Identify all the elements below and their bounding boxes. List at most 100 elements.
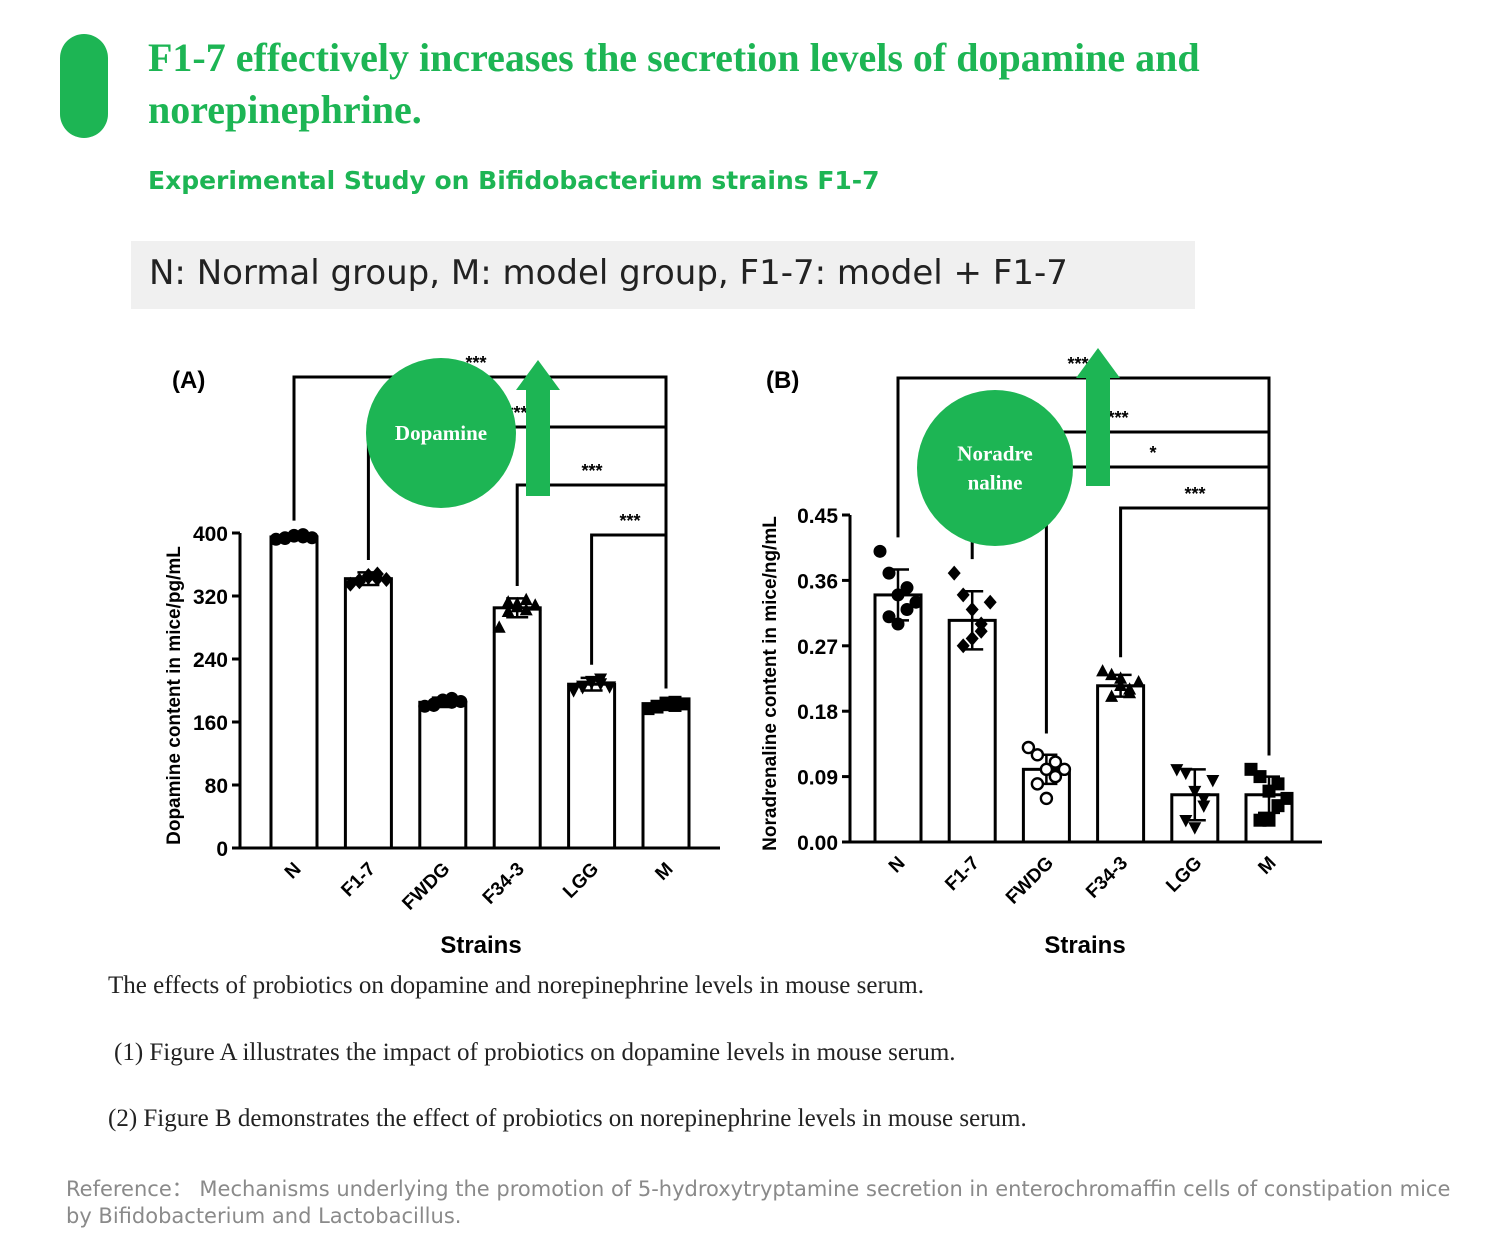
x-tick-label-b: F1-7 (941, 853, 983, 895)
y-tick-label-a: 320 (193, 586, 228, 609)
data-point-a (603, 681, 617, 694)
data-point-b (974, 623, 988, 639)
y-axis-title-b: Noradrenaline content in mice/ng/mL (760, 516, 781, 851)
data-point-b (1253, 770, 1267, 784)
data-point-b (1280, 791, 1294, 805)
data-point-a (501, 595, 515, 608)
x-tick-label-a: FWDG (398, 859, 454, 915)
panel-label-a: (A) (172, 367, 205, 394)
data-point-b (909, 595, 923, 609)
data-point-b (983, 594, 997, 610)
data-point-a (352, 574, 366, 590)
y-tick-label-b: 0.36 (797, 570, 838, 593)
data-point-b (1114, 671, 1128, 684)
x-tick-label-a: N (281, 859, 306, 884)
significance-label-a: *** (581, 461, 602, 481)
group-legend-text: N: Normal group, M: model group, F1-7: m… (149, 253, 1068, 293)
x-axis-title-b: Strains (1044, 932, 1125, 959)
data-point-b (891, 617, 905, 631)
badge-label-b: Noradre (957, 442, 1032, 466)
reference-note: Reference： Mechanisms underlying the pro… (66, 1177, 1451, 1228)
data-point-b (1262, 813, 1276, 827)
y-tick-label-a: 400 (193, 523, 228, 546)
bar-a (641, 703, 691, 850)
y-tick-label-b: 0.18 (797, 701, 838, 724)
bar-b (1096, 684, 1146, 844)
data-point-a (370, 571, 384, 587)
x-tick-label-b: F34-3 (1082, 853, 1132, 903)
x-tick-label-a: F34-3 (479, 859, 529, 909)
data-point-b (1132, 674, 1146, 688)
significance-label-b: *** (1184, 484, 1205, 504)
data-point-b (900, 602, 914, 616)
up-arrow-head-a (516, 360, 560, 390)
y-tick-label-b: 0.27 (797, 636, 838, 659)
data-point-a (454, 695, 468, 709)
page-subtitle: Experimental Study on Bifidobacterium st… (148, 166, 880, 195)
bar-a (343, 577, 393, 850)
x-tick-label-b: LGG (1162, 853, 1206, 897)
badge-label-a: Dopamine (395, 421, 487, 445)
data-point-a (594, 678, 608, 691)
significance-bracket-b (1119, 506, 1271, 756)
significance-bracket-b (1044, 465, 1271, 756)
data-point-b (956, 587, 970, 603)
data-point-b (891, 588, 905, 602)
x-tick-label-b: M (1254, 853, 1280, 879)
significance-bracket-a (590, 533, 668, 689)
data-point-b (1030, 748, 1045, 762)
data-point-b (1030, 777, 1045, 791)
data-point-b (1048, 769, 1063, 784)
accent-pill (60, 34, 108, 138)
data-point-b (1271, 777, 1285, 791)
badge-circle-a (366, 358, 516, 508)
data-point-b (965, 601, 979, 617)
bar-a (269, 535, 319, 850)
caption-figure-b: (2) Figure B demonstrates the effect of … (108, 1105, 1027, 1132)
up-arrow-shaft-b (1086, 374, 1110, 486)
data-point-a (305, 531, 319, 545)
x-tick-label-a: M (651, 859, 677, 885)
figure-caption: The effects of probiotics on dopamine an… (108, 972, 924, 999)
data-point-b (873, 544, 887, 558)
data-point-b (1179, 767, 1193, 781)
data-point-a (510, 599, 524, 613)
y-tick-label-a: 80 (205, 775, 228, 798)
data-point-a (677, 697, 691, 711)
y-axis-title-a: Dopamine content in mice/pg/mL (164, 546, 185, 845)
x-tick-label-a: F1-7 (337, 859, 379, 901)
data-point-b (947, 565, 961, 581)
data-point-a (379, 571, 393, 587)
bar-a (567, 682, 617, 850)
significance-label-b: *** (1107, 408, 1128, 428)
data-point-b (1105, 689, 1119, 702)
data-point-b (1096, 664, 1110, 677)
up-arrow-shaft-a (526, 386, 550, 496)
badge-circle-b (917, 390, 1073, 546)
page-title: F1-7 effectively increases the secretion… (148, 35, 1200, 132)
bar-b (947, 618, 997, 844)
y-tick-label-a: 0 (216, 838, 228, 861)
y-tick-label-a: 240 (193, 649, 228, 672)
data-point-b (1057, 762, 1072, 777)
data-point-a (501, 604, 515, 617)
data-point-a (528, 598, 542, 611)
y-tick-label-a: 160 (193, 712, 228, 735)
data-point-a (576, 680, 590, 693)
data-point-b (1123, 682, 1137, 695)
data-point-b (1197, 800, 1211, 813)
panel-label-b: (B) (766, 367, 799, 394)
data-point-b (1039, 791, 1054, 806)
data-point-b (1206, 775, 1220, 788)
data-point-a (567, 685, 581, 698)
data-point-b (1021, 740, 1036, 755)
bar-b (873, 593, 923, 844)
group-legend-box: N: Normal group, M: model group, F1-7: m… (131, 241, 1195, 309)
x-tick-label-b: FWDG (1002, 853, 1058, 909)
data-point-a (492, 620, 506, 633)
data-point-b (956, 638, 970, 654)
data-point-b (900, 581, 914, 595)
y-tick-label-b: 0.00 (797, 832, 838, 855)
data-point-b (1179, 815, 1193, 828)
